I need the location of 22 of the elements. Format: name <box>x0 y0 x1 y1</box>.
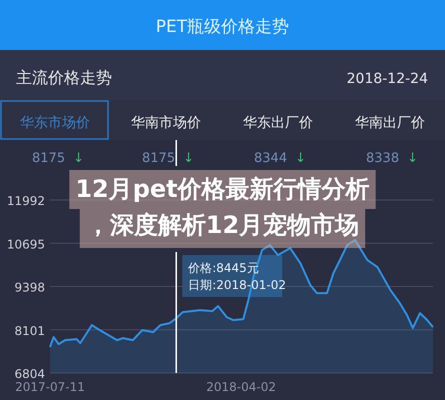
annotation: 12月pet价格最新行情分析 <box>75 175 370 203</box>
x-tick-label: 2017-07-11 <box>15 380 85 394</box>
text: 8175 ↓ <box>32 151 84 166</box>
chart-title: PET瓶级价格走势 <box>156 17 290 37</box>
y-tick-label: 9398 <box>14 280 45 294</box>
annotation: 价格:8445元 <box>187 261 259 275</box>
text: 华东市场价 <box>20 115 90 131</box>
text: 华南出厂价 <box>355 115 425 131</box>
y-tick-label: 8101 <box>14 324 45 338</box>
annotation: ，深度解析12月宠物市场 <box>86 211 360 239</box>
chart-subtitle: 主流价格走势 <box>16 68 112 87</box>
y-tick-label: 11992 <box>6 194 45 208</box>
text: 8344 ↓ <box>254 151 306 166</box>
y-tick-label: 10695 <box>6 237 45 252</box>
text: 8338 ↓ <box>366 151 418 166</box>
annotation: 日期:2018-01-02 <box>188 278 286 292</box>
y-tick-label: 6804 <box>14 367 45 381</box>
text: 8175 ↓ <box>142 151 194 166</box>
text: 华南市场价 <box>131 115 201 131</box>
x-tick-label: 2018-04-02 <box>206 380 276 394</box>
text: 华东出厂价 <box>243 115 313 131</box>
text: 2018-12-24 <box>346 71 428 87</box>
